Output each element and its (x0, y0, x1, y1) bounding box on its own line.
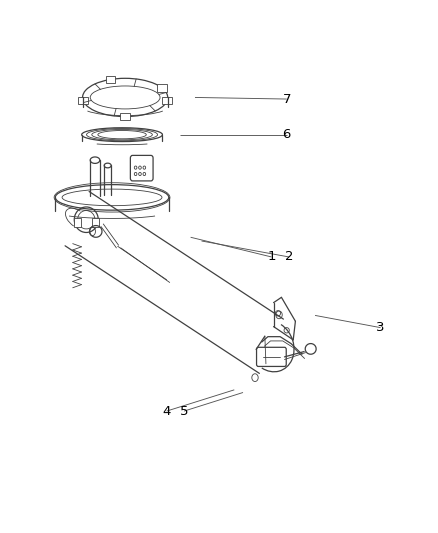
Text: 5: 5 (180, 405, 188, 417)
Text: 7: 7 (283, 93, 291, 106)
Bar (106, 76, 115, 83)
Text: 1: 1 (267, 251, 276, 263)
Bar (74, 218, 81, 227)
FancyBboxPatch shape (131, 156, 153, 181)
Text: 4: 4 (162, 405, 171, 417)
Bar (162, 97, 172, 104)
Bar (157, 84, 167, 92)
Text: 3: 3 (376, 321, 385, 334)
Text: 6: 6 (283, 128, 291, 141)
Text: 2: 2 (285, 251, 293, 263)
Bar (92, 218, 99, 227)
FancyBboxPatch shape (257, 348, 286, 367)
Bar (78, 97, 88, 104)
Bar (120, 113, 130, 120)
